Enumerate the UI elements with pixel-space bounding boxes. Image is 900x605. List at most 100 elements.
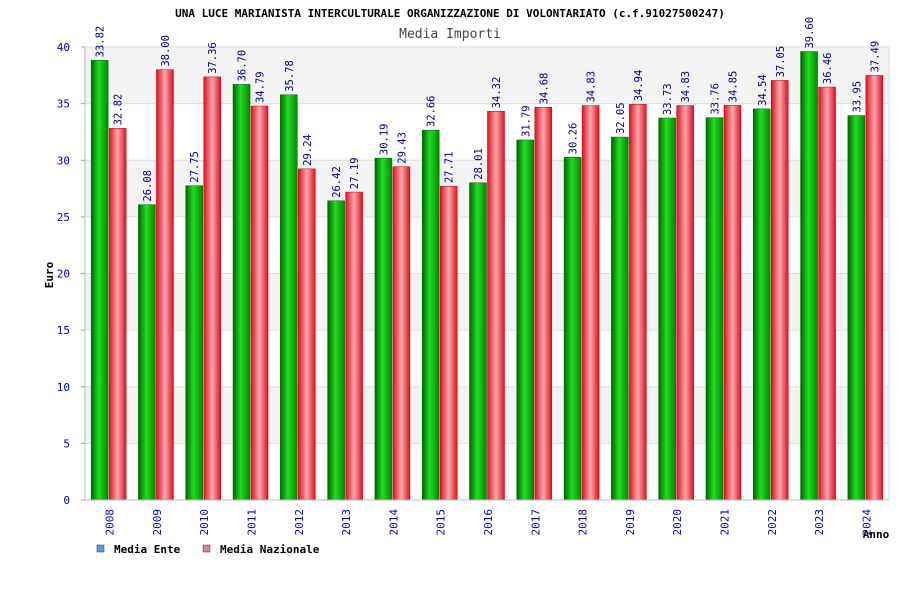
bar-media-ente-2023 [800, 51, 818, 501]
y-axis-label: Euro [43, 261, 56, 288]
y-tick-label: 25 [57, 211, 70, 224]
bar-media-nazionale-2016 [487, 111, 505, 501]
data-label-media-nazionale-2020: 34.83 [680, 71, 692, 103]
bar-media-ente-2010 [185, 185, 203, 501]
y-tick-label: 40 [57, 41, 70, 54]
y-tick-label: 10 [57, 381, 70, 394]
bar-media-nazionale-2022 [771, 80, 789, 501]
bar-media-ente-2021 [705, 117, 724, 501]
legend-label-media-ente: Media Ente [114, 543, 181, 556]
bar-media-ente-2016 [469, 182, 487, 501]
bar-media-nazionale-2013 [345, 191, 363, 501]
x-tick-label: 2009 [151, 509, 164, 536]
data-label-media-nazionale-2015: 27.71 [444, 152, 456, 184]
x-tick-label: 2019 [624, 509, 637, 536]
data-label-media-ente-2015: 32.66 [426, 96, 438, 128]
legend-swatch-media-nazionale [202, 544, 211, 553]
legend-swatch-media-ente [96, 544, 105, 553]
bar-media-ente-2008 [90, 60, 109, 501]
x-tick-label: 2016 [482, 509, 495, 536]
bar-media-nazionale-2011 [250, 105, 269, 501]
data-labels: 33.82 32.82 26.08 38.00 27.75 37.36 36.70 34.79… [95, 17, 882, 202]
bar-media-nazionale-2024 [865, 75, 884, 501]
bar-media-ente-2012 [280, 94, 298, 501]
bar-media-ente-2013 [327, 200, 345, 501]
data-label-media-ente-2021: 33.76 [709, 83, 721, 115]
y-tick-label: 5 [63, 437, 70, 450]
data-label-media-nazionale-2009: 38.00 [160, 35, 172, 67]
bar-media-nazionale-2012 [298, 168, 316, 501]
bar-media-ente-2014 [374, 157, 393, 501]
bar-media-nazionale-2015 [439, 185, 458, 501]
bar-media-nazionale-2010 [203, 76, 221, 501]
y-tick-label: 15 [57, 324, 70, 337]
data-label-media-ente-2009: 26.08 [142, 170, 154, 202]
data-label-media-nazionale-2018: 34.83 [586, 71, 598, 103]
data-label-media-ente-2008: 33.82 [95, 26, 107, 58]
chart-title: UNA LUCE MARIANISTA INTERCULTURALE ORGAN… [175, 7, 725, 20]
x-tick-label: 2008 [104, 509, 117, 536]
data-label-media-ente-2024: 33.95 [851, 81, 863, 113]
chart-subtitle: Media Importi [399, 27, 501, 42]
data-label-media-nazionale-2024: 37.49 [869, 41, 881, 73]
data-label-media-ente-2018: 30.26 [568, 123, 580, 155]
y-tick-label: 0 [63, 494, 70, 507]
bar-media-ente-2015 [421, 129, 440, 501]
x-tick-label: 2020 [671, 509, 684, 536]
bars [90, 51, 884, 501]
x-tick-label: 2012 [293, 509, 306, 536]
y-tick-label: 20 [57, 268, 70, 281]
y-tick-label: 35 [57, 98, 70, 111]
bar-media-ente-2020 [658, 117, 676, 501]
data-label-media-ente-2014: 30.19 [378, 123, 390, 155]
bar-media-nazionale-2014 [392, 166, 411, 501]
data-label-media-nazionale-2014: 29.43 [396, 132, 408, 164]
axes: 0 5 10 15 20 25 30 35 40 2008 2009 2010 2011 2012 2013… [57, 41, 890, 536]
data-label-media-ente-2020: 33.73 [662, 83, 674, 115]
bar-media-nazionale-2018 [581, 105, 600, 501]
legend: Media Ente Media Nazionale [96, 543, 320, 556]
data-label-media-ente-2022: 34.54 [757, 74, 769, 106]
data-label-media-ente-2010: 27.75 [189, 151, 201, 183]
x-tick-label: 2022 [766, 509, 779, 536]
data-label-media-nazionale-2010: 37.36 [207, 42, 219, 74]
data-label-media-ente-2019: 32.05 [615, 102, 627, 134]
bar-media-nazionale-2009 [156, 69, 174, 501]
x-tick-label: 2017 [529, 509, 542, 536]
bar-media-ente-2009 [138, 204, 156, 501]
x-tick-label: 2018 [577, 509, 590, 536]
data-label-media-nazionale-2012: 29.24 [302, 134, 314, 166]
bar-media-ente-2018 [563, 157, 582, 501]
bar-media-ente-2024 [847, 115, 866, 501]
data-label-media-ente-2023: 39.60 [804, 17, 816, 49]
data-label-media-nazionale-2013: 27.19 [349, 157, 361, 189]
bar-media-nazionale-2021 [723, 105, 742, 501]
data-label-media-nazionale-2022: 37.05 [775, 46, 787, 78]
data-label-media-nazionale-2019: 34.94 [633, 70, 645, 102]
x-tick-label: 2015 [435, 509, 448, 536]
y-tick-label: 30 [57, 154, 70, 167]
bar-media-nazionale-2017 [534, 106, 553, 501]
legend-label-media-nazionale: Media Nazionale [220, 543, 320, 556]
data-label-media-ente-2011: 36.70 [237, 50, 249, 82]
data-label-media-nazionale-2021: 34.85 [727, 71, 739, 103]
bar-media-nazionale-2008 [108, 128, 127, 501]
bar-media-ente-2011 [232, 84, 251, 501]
bar-media-nazionale-2020 [676, 105, 694, 501]
bar-media-ente-2017 [516, 139, 535, 501]
x-tick-label: 2013 [340, 509, 353, 536]
bar-media-ente-2022 [753, 108, 771, 501]
x-tick-label: 2021 [718, 509, 731, 536]
data-label-media-ente-2016: 28.01 [473, 148, 485, 180]
x-axis-label: Anno [863, 528, 890, 541]
data-label-media-ente-2012: 35.78 [284, 60, 296, 92]
data-label-media-nazionale-2016: 34.32 [491, 77, 503, 109]
x-tick-label: 2024 [860, 509, 873, 536]
data-label-media-nazionale-2008: 32.82 [113, 94, 125, 126]
bar-media-nazionale-2023 [818, 86, 836, 501]
x-tick-label: 2011 [246, 509, 259, 536]
bar-media-ente-2019 [611, 136, 629, 501]
data-label-media-ente-2013: 26.42 [331, 166, 343, 198]
